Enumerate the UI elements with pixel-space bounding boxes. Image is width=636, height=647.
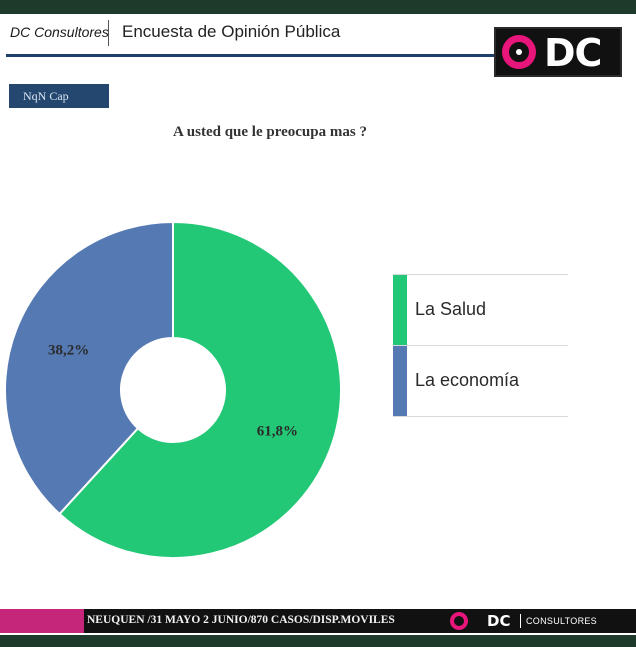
data-label-la-economia: 38,2% bbox=[48, 342, 89, 358]
footer-logo-dc: DC bbox=[487, 612, 511, 630]
footer-logo-divider bbox=[520, 614, 521, 628]
header-divider bbox=[108, 20, 109, 46]
footer-accent bbox=[0, 609, 84, 633]
footer-caption: NEUQUEN /31 MAYO 2 JUNIO/870 CASOS/DISP.… bbox=[87, 614, 395, 626]
footer-logo-consultores: CONSULTORES bbox=[526, 616, 597, 626]
header-rule bbox=[6, 54, 494, 57]
footer-bar: NEUQUEN /31 MAYO 2 JUNIO/870 CASOS/DISP.… bbox=[0, 609, 636, 633]
legend-swatch-salud bbox=[393, 275, 407, 345]
legend-label-salud: La Salud bbox=[415, 299, 487, 319]
donut-chart: 61,8% 38,2% bbox=[4, 220, 342, 559]
slice-la-salud bbox=[58, 220, 342, 559]
region-tag: NqN Cap bbox=[9, 84, 109, 108]
legend-item-economia: La economía bbox=[393, 345, 568, 417]
dc-logo: DC bbox=[494, 27, 622, 77]
page-title: Encuesta de Opinión Pública bbox=[122, 22, 341, 41]
legend-label-economia: La economía bbox=[415, 370, 520, 390]
legend-item-salud: La Salud bbox=[393, 274, 568, 345]
legend-swatch-economia bbox=[393, 346, 407, 416]
chart-legend: La Salud La economía bbox=[393, 274, 568, 417]
brand-name: DC Consultores bbox=[10, 24, 109, 40]
data-label-la-salud: 61,8% bbox=[257, 424, 298, 440]
bottom-frame-bar bbox=[0, 635, 636, 647]
chart-title: A usted que le preocupa mas ? bbox=[173, 124, 367, 140]
logo-ring-icon bbox=[502, 35, 536, 69]
logo-text: DC bbox=[544, 31, 602, 75]
slice-la-economia bbox=[4, 220, 174, 516]
footer-logo-ring-icon bbox=[450, 612, 468, 630]
top-frame-bar bbox=[0, 0, 636, 14]
